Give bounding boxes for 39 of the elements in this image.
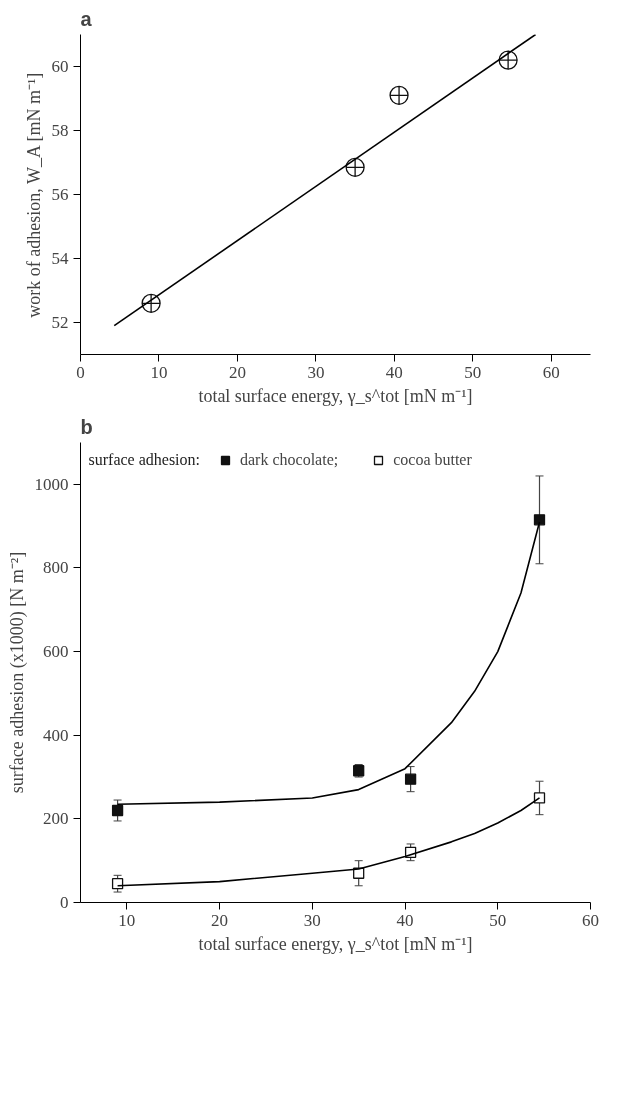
chart-title: a	[80, 7, 93, 30]
y-tick-label: 60	[51, 57, 69, 76]
x-tick-label: 30	[307, 362, 325, 382]
point	[111, 878, 124, 890]
point	[389, 85, 409, 105]
x-tick-label: 50	[464, 362, 482, 382]
y-tick-label: 200	[43, 809, 69, 829]
y-tick-label: 800	[43, 558, 69, 578]
x-tick-label: 20	[211, 910, 229, 930]
point	[533, 514, 546, 526]
x-tick-label: 0	[76, 362, 85, 382]
y-axis-title: surface adhesion (x1000) [N m⁻²]	[6, 551, 28, 794]
x-tick-label: 10	[150, 362, 168, 382]
legend-label: dark chocolate;	[240, 451, 339, 469]
point	[533, 792, 546, 804]
y-tick-label: 58	[51, 121, 69, 140]
x-tick-label: 30	[303, 910, 321, 930]
x-axis-title: total surface energy, γ_s^tot [mN m⁻¹]	[198, 385, 473, 406]
y-tick-label: 1000	[34, 474, 69, 494]
x-tick-label: 60	[542, 362, 560, 382]
y-tick-label: 400	[43, 725, 69, 745]
x-tick-label: 20	[228, 362, 246, 382]
x-tick-label: 40	[385, 362, 403, 382]
x-tick-label: 40	[396, 910, 414, 930]
y-tick-label: 600	[43, 642, 69, 662]
legend-label: cocoa butter	[393, 451, 472, 469]
y-axis-title: work of adhesion, W_A [mN m⁻¹]	[23, 72, 44, 318]
x-tick-label: 50	[489, 910, 507, 930]
y-tick-label: 56	[51, 185, 69, 204]
y-tick-label: 54	[51, 249, 69, 268]
point	[404, 773, 417, 785]
x-tick-label: 60	[582, 910, 599, 930]
chart-title: b	[80, 415, 93, 438]
y-tick-label: 0	[60, 893, 69, 912]
legend-title: surface adhesion:	[88, 450, 201, 468]
x-axis-title: total surface energy, γ_s^tot [mN m⁻¹]	[198, 933, 473, 954]
y-tick-label: 52	[51, 313, 69, 332]
point	[111, 804, 124, 817]
x-tick-label: 10	[118, 910, 136, 930]
